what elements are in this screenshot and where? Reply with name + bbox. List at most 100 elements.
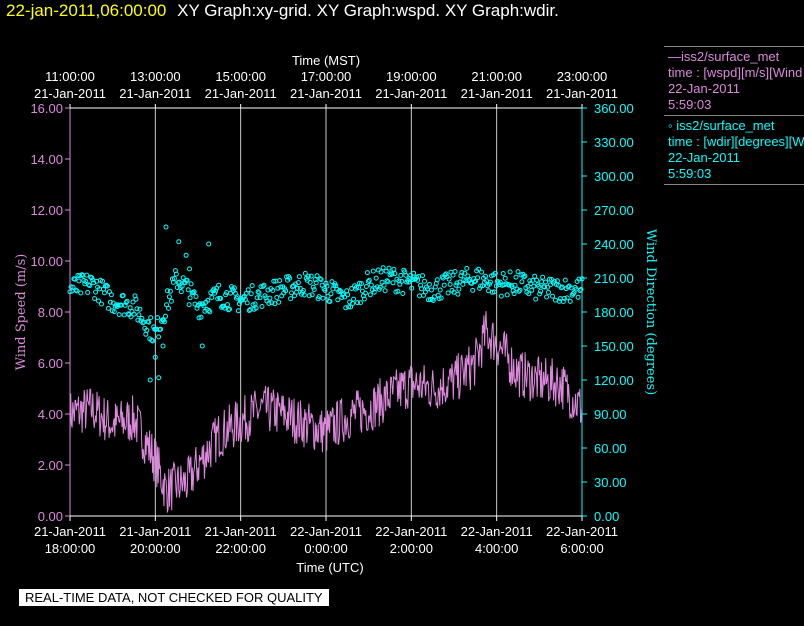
- wind-direction-point: [422, 278, 427, 284]
- legend-variable: time : [wspd][m/s][Wind: [668, 65, 803, 80]
- wind-direction-point: [542, 284, 548, 290]
- wind-direction-point: [398, 272, 404, 278]
- wind-direction-point: [328, 291, 334, 297]
- top-tick-label-date: 21-Jan-2011: [205, 86, 277, 101]
- wind-direction-point: [176, 239, 182, 245]
- wind-direction-point: [502, 275, 508, 281]
- wind-direction-point: [368, 282, 374, 288]
- wind-direction-point: [150, 338, 156, 344]
- wind-direction-point: [290, 284, 295, 290]
- wind-direction-point: [152, 354, 158, 360]
- wind-direction-point: [187, 266, 192, 272]
- wind-direction-point: [437, 287, 443, 293]
- wind-direction-point: [428, 287, 434, 293]
- wind-direction-point: [443, 271, 449, 277]
- y-left-tick-label: 8.00: [38, 305, 63, 320]
- wind-direction-point: [99, 301, 104, 307]
- wind-direction-point: [187, 295, 193, 301]
- wind-direction-point: [178, 289, 184, 295]
- wind-direction-point: [295, 280, 301, 286]
- x-tick-label-time: 0:00:00: [304, 541, 347, 556]
- wind-direction-point: [271, 278, 277, 284]
- wind-direction-point: [283, 288, 289, 294]
- wind-direction-point: [218, 296, 224, 301]
- wind-direction-point: [305, 273, 311, 279]
- wind-direction-point: [565, 284, 571, 290]
- wind-direction-point: [411, 270, 417, 276]
- wind-direction-point: [454, 280, 460, 286]
- wind-direction-point: [245, 287, 251, 293]
- wind-direction-point: [419, 286, 424, 292]
- wind-direction-point: [163, 313, 168, 319]
- wind-direction-point: [166, 305, 171, 311]
- wind-direction-point: [308, 273, 314, 279]
- wind-direction-point: [246, 308, 252, 313]
- wind-direction-point: [544, 294, 550, 300]
- wind-direction-point: [302, 270, 308, 276]
- y-right-tick-label: 330.00: [594, 135, 634, 150]
- wind-direction-point: [450, 272, 456, 278]
- wind-direction-point: [130, 299, 136, 305]
- wind-direction-point: [137, 306, 143, 312]
- wind-direction-point: [476, 266, 482, 272]
- wind-direction-point: [358, 300, 363, 306]
- y-right-tick-label: 150.00: [594, 339, 634, 354]
- wind-direction-point: [222, 305, 228, 311]
- wind-direction-point: [111, 309, 117, 315]
- wind-direction-point: [247, 307, 253, 313]
- wind-direction-point: [399, 278, 405, 284]
- wind-direction-point: [259, 304, 265, 309]
- wind-direction-point: [269, 300, 275, 306]
- wind-direction-point: [459, 270, 465, 275]
- right-axis-label: Wind Direction (degrees): [643, 229, 658, 395]
- wind-direction-point: [507, 269, 513, 275]
- wind-direction-point: [400, 291, 406, 296]
- wind-direction-point: [342, 294, 348, 300]
- wind-direction-point: [357, 280, 362, 286]
- wind-direction-point: [87, 283, 93, 289]
- wind-direction-point: [504, 292, 510, 298]
- wind-direction-point: [205, 297, 211, 303]
- top-tick-label-time: 15:00:00: [215, 69, 266, 84]
- y-left-tick-label: 16.00: [30, 101, 63, 116]
- legend-date: 22-Jan-2011: [668, 81, 741, 96]
- wind-direction-point: [257, 295, 263, 301]
- wind-direction-point: [355, 300, 360, 306]
- wind-direction-point: [85, 290, 91, 295]
- wind-direction-point: [492, 270, 498, 276]
- wind-direction-point: [105, 305, 111, 311]
- wind-direction-point: [122, 302, 128, 308]
- wind-direction-point: [537, 291, 543, 297]
- wind-direction-point: [555, 282, 561, 288]
- wind-direction-point: [261, 282, 267, 288]
- wind-direction-point: [300, 288, 306, 293]
- wind-direction-point: [225, 302, 230, 308]
- axes: 21-Jan-2011 18:00:00 21-Jan-2011 20:00:00 21…: [30, 69, 633, 556]
- wind-direction-point: [248, 291, 254, 297]
- y-left-tick-label: 2.00: [38, 458, 63, 473]
- wind-direction-point: [538, 288, 544, 294]
- wind-direction-point: [227, 306, 232, 312]
- wind-direction-point: [318, 277, 324, 282]
- wind-direction-point: [516, 288, 522, 294]
- wind-direction-point: [460, 281, 466, 287]
- wind-direction-point: [309, 292, 315, 298]
- x-tick-label-date: 22-Jan-2011: [375, 524, 447, 539]
- wind-direction-point: [166, 294, 172, 300]
- y-right-tick-label: 300.00: [594, 169, 634, 184]
- x-tick-label-date: 21-Jan-2011: [205, 524, 277, 539]
- wind-direction-point: [536, 283, 542, 289]
- wind-direction-point: [350, 301, 356, 306]
- wind-direction-point: [235, 308, 241, 314]
- y-right-tick-label: 210.00: [594, 271, 634, 286]
- wind-direction-point: [344, 288, 350, 294]
- wind-direction-point: [70, 284, 76, 290]
- wind-direction-point: [287, 275, 293, 281]
- wind-direction-point: [198, 314, 204, 320]
- wind-direction-point: [102, 290, 107, 296]
- y-right-tick-label: 240.00: [594, 237, 634, 252]
- x-tick-label-time: 2:00:00: [390, 541, 433, 556]
- wind-direction-point: [206, 241, 212, 247]
- wind-direction-point: [74, 288, 80, 294]
